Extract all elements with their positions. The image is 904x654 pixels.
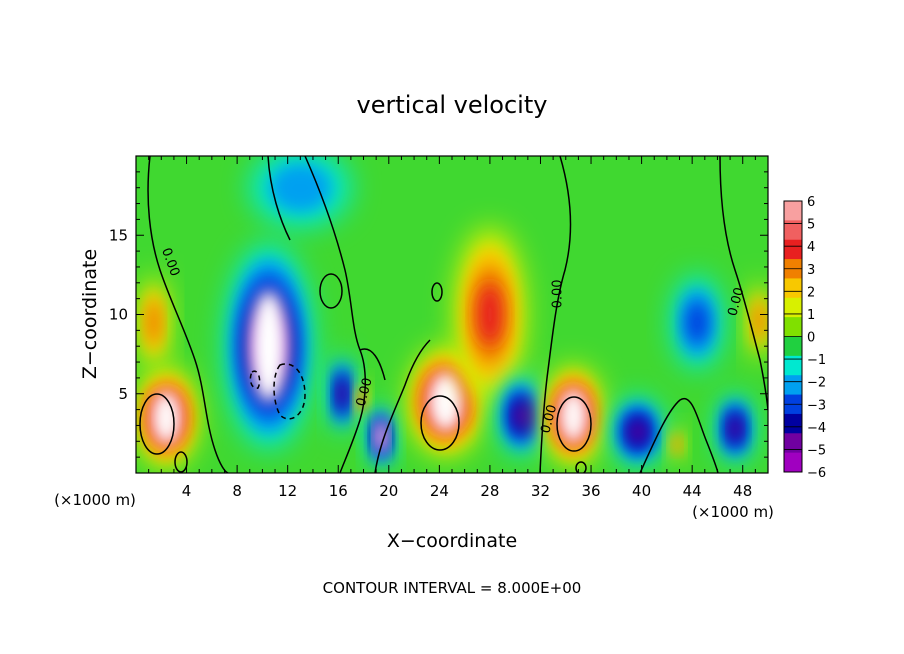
colorbar-swatch [784, 433, 802, 454]
x-tick-label: 16 [329, 482, 348, 500]
zero-contour-line [539, 156, 572, 473]
colorbar-label: −2 [807, 376, 826, 391]
contour-label: 0.00 [354, 376, 376, 408]
zero-contours [139, 156, 768, 473]
zero-contour-loop [431, 282, 443, 302]
colorbar-label: −4 [807, 421, 826, 436]
contour-interval-note: CONTOUR INTERVAL = 8.000E+00 [323, 579, 582, 597]
colorbar-swatch [784, 239, 802, 260]
field-peak-white [375, 419, 387, 454]
y-tick-label: 10 [109, 306, 128, 324]
zero-contour-line [374, 339, 431, 473]
zero-contour-line [639, 397, 719, 473]
field-level-3 [754, 303, 765, 339]
field-level--5 [515, 404, 529, 428]
field-level--2 [269, 163, 332, 213]
negative-contour-dashed [273, 363, 306, 420]
colorbar-swatch [784, 201, 802, 221]
field-level-3 [673, 437, 681, 452]
zero-contour-line [267, 156, 291, 241]
field-peak-white [560, 388, 587, 444]
colorbar-label: 4 [807, 240, 815, 255]
colorbar-swatch [784, 413, 802, 434]
x-tick-label: 48 [733, 482, 752, 500]
zero-contour-loop [174, 451, 188, 473]
field-level--5 [338, 382, 346, 406]
zero-contour-loop [319, 273, 343, 309]
colorbar-swatch [784, 452, 802, 473]
zero-contour-loop [575, 461, 587, 473]
x-unit-label-left: (×1000 m) [54, 491, 136, 509]
colorbar-label: 0 [807, 331, 815, 346]
field-level--5 [730, 418, 741, 439]
x-tick-label: 28 [480, 482, 499, 500]
contour-label: 0.00 [725, 286, 747, 318]
zero-contour-line [304, 156, 367, 473]
colorbar-swatch [784, 220, 802, 241]
colorbar-label: −3 [807, 398, 826, 413]
field-level--5 [630, 421, 646, 442]
colorbar-label: 2 [807, 285, 815, 300]
field-level-4 [477, 284, 503, 345]
x-tick-label: 44 [683, 482, 702, 500]
colorbar-swatch [784, 297, 802, 318]
colorbar-label: 6 [807, 195, 815, 210]
field-level-3 [146, 301, 161, 344]
zero-contour-loop [420, 395, 460, 451]
x-tick-label: 12 [278, 482, 297, 500]
x-tick-label: 4 [182, 482, 192, 500]
y-tick-label: 15 [109, 226, 128, 244]
contour-label: 0.00 [538, 403, 560, 435]
x-tick-label: 24 [430, 482, 449, 500]
colorbar-swatch [784, 355, 802, 376]
velocity-field [136, 156, 768, 469]
zero-contour-loop [556, 396, 592, 452]
x-tick-label: 20 [379, 482, 398, 500]
x-axis-label: X−coordinate [387, 530, 517, 552]
x-tick-label: 32 [531, 482, 550, 500]
contour-label: 0.00 [551, 279, 566, 308]
colorbar-label: −1 [807, 353, 826, 368]
colorbar-label: 3 [807, 263, 815, 278]
x-tick-label: 8 [232, 482, 242, 500]
zero-contour-line [147, 156, 229, 473]
field-peak-white [250, 289, 288, 403]
x-tick-label: 40 [632, 482, 651, 500]
colorbar-label: 5 [807, 218, 815, 233]
colorbar-swatch [784, 375, 802, 396]
x-unit-label-right: (×1000 m) [692, 503, 774, 521]
field-peak-white [429, 371, 462, 433]
field-level--3 [685, 301, 709, 344]
zero-contour-line [359, 348, 386, 381]
negative-contour-dashed [249, 370, 261, 389]
colorbar-label: 1 [807, 308, 815, 323]
colorbar-swatch [784, 317, 802, 337]
zero-contour-loop [139, 393, 175, 455]
colorbar-label: −5 [807, 443, 826, 458]
colorbar: 6 5 4 3 2 1 0 −1 −2 −3 −4 −5 −6 [783, 195, 826, 481]
colorbar-swatch [784, 278, 802, 299]
y-tick-label: 5 [118, 385, 128, 403]
chart-title: vertical velocity [357, 91, 548, 119]
zero-contour-line [719, 156, 768, 411]
colorbar-label: −6 [807, 466, 826, 481]
colorbar-swatch [784, 336, 802, 357]
y-axis-label: Z−coordinate [79, 249, 101, 379]
x-tick-label: 36 [581, 482, 600, 500]
